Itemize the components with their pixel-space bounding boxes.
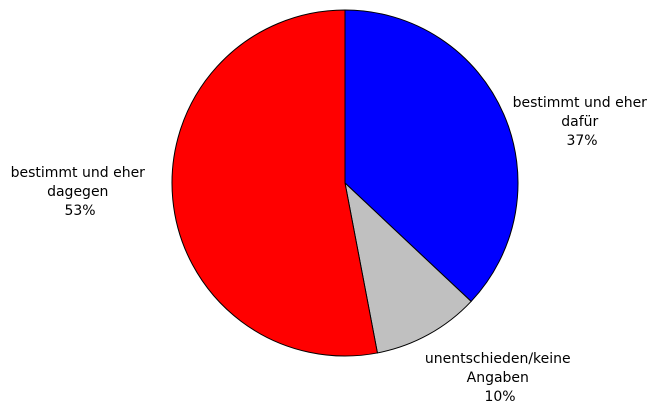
pie-slice-unentschieden <box>344 181 472 354</box>
pie-slice-dafuer <box>344 9 519 303</box>
slice-label-unentschieden: unentschieden/keine Angaben 10% <box>425 351 575 404</box>
slice-label-dafuer: bestimmt und eher dafür 37% <box>513 95 652 149</box>
pie-slice-dagegen <box>171 9 379 357</box>
slice-label-dagegen: bestimmt und eher dagegen 53% <box>11 165 150 219</box>
pie-slices <box>171 9 519 357</box>
